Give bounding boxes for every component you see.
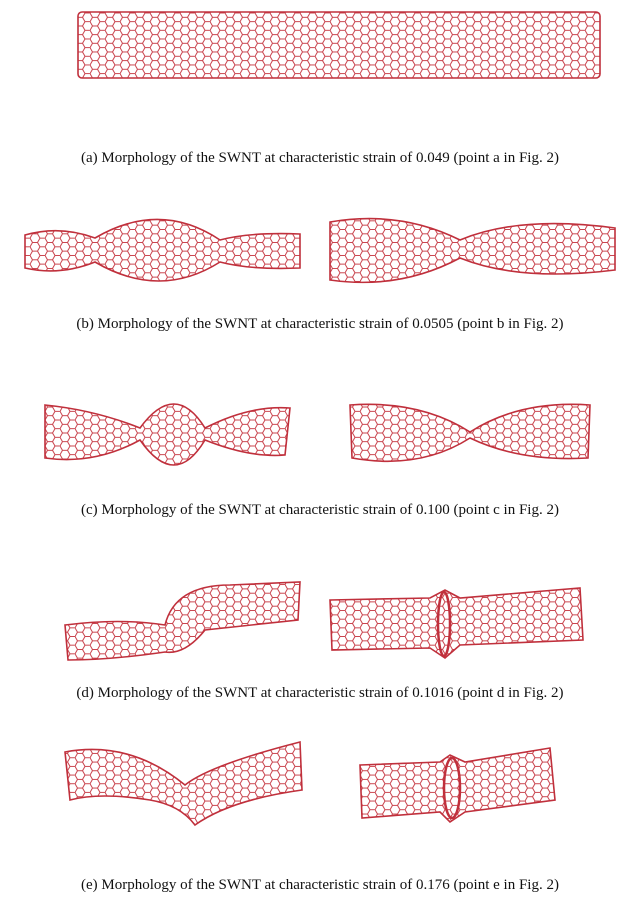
caption: (d) Morphology of the SWNT at characteri… bbox=[76, 685, 563, 701]
panel-a bbox=[78, 12, 600, 78]
caption: (b) Morphology of the SWNT at characteri… bbox=[76, 316, 563, 332]
panel-c bbox=[45, 404, 590, 465]
panel-d bbox=[65, 582, 583, 660]
nanotube bbox=[330, 588, 583, 658]
nanotube bbox=[78, 12, 600, 78]
caption: (a) Morphology of the SWNT at characteri… bbox=[81, 150, 559, 166]
panel-e bbox=[65, 742, 555, 825]
nanotube bbox=[350, 404, 590, 461]
nanotube bbox=[330, 219, 615, 283]
nanotube bbox=[45, 404, 290, 465]
nanotube bbox=[25, 219, 300, 281]
nanotube bbox=[65, 582, 300, 660]
figure: (a) Morphology of the SWNT at characteri… bbox=[0, 0, 639, 906]
nanotube bbox=[65, 742, 302, 825]
panel-b bbox=[25, 219, 615, 283]
caption: (e) Morphology of the SWNT at characteri… bbox=[81, 877, 559, 893]
caption: (c) Morphology of the SWNT at characteri… bbox=[81, 502, 559, 518]
